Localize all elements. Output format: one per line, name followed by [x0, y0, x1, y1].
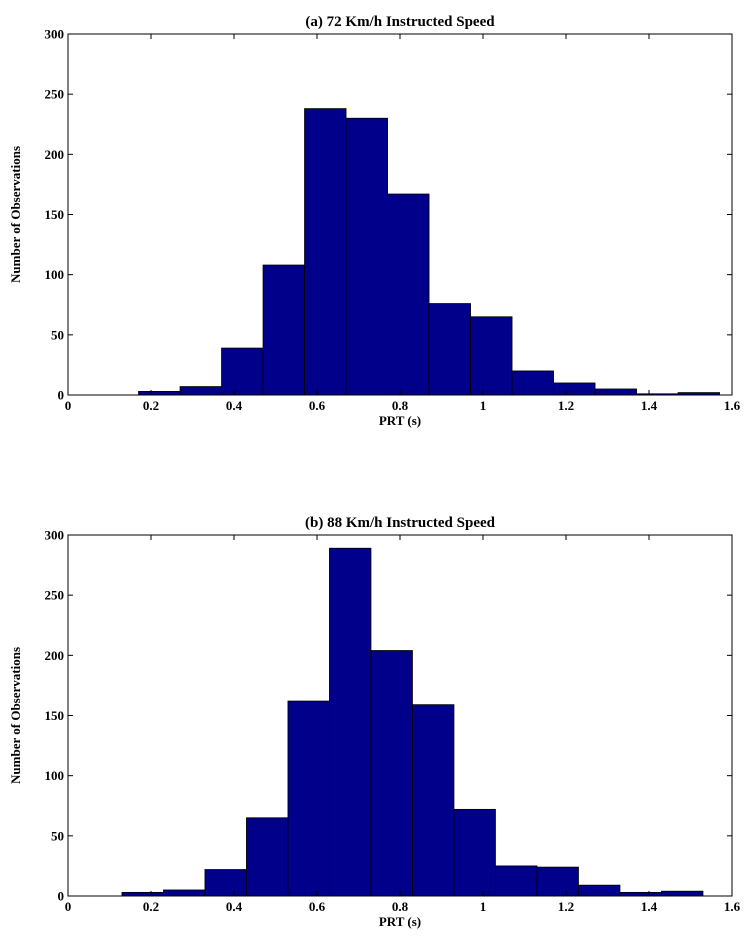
y-tick-label: 200 [45, 648, 65, 663]
histogram-bar [262, 264, 305, 396]
y-tick-label: 0 [58, 388, 65, 403]
histogram-bar [304, 108, 347, 396]
histogram-bar [387, 193, 430, 396]
x-tick-label: 0.8 [392, 899, 409, 914]
histogram-bar [661, 890, 704, 897]
x-tick-label: 1.6 [724, 398, 741, 413]
x-tick-label: 1 [480, 899, 487, 914]
x-tick-label: 1.4 [641, 398, 658, 413]
x-tick-label: 1.6 [724, 899, 741, 914]
x-tick-label: 0.6 [309, 899, 326, 914]
y-tick-label: 200 [45, 147, 65, 162]
y-tick-label: 50 [51, 828, 64, 843]
histogram-bar [138, 390, 181, 396]
chart-title: (a) 72 Km/h Instructed Speed [305, 14, 495, 30]
histogram-bar [370, 650, 413, 897]
x-tick-label: 1.2 [558, 398, 574, 413]
x-tick-label: 1 [480, 398, 487, 413]
x-tick-label: 0.4 [226, 899, 243, 914]
x-tick-label: 0 [65, 899, 72, 914]
chart-title: (b) 88 Km/h Instructed Speed [305, 515, 496, 531]
histogram-bar [495, 865, 538, 897]
histogram-bar [619, 891, 662, 897]
histogram-bar [345, 117, 388, 396]
histogram-bar [594, 388, 637, 396]
histogram-bar [246, 817, 289, 897]
x-tick-label: 1.2 [558, 899, 574, 914]
histogram-bar [329, 547, 372, 897]
y-tick-label: 100 [45, 768, 65, 783]
y-tick-label: 50 [51, 327, 64, 342]
x-axis-label: PRT (s) [379, 914, 421, 929]
y-tick-label: 300 [45, 528, 65, 543]
histogram-bar [511, 370, 554, 396]
x-tick-label: 1.4 [641, 899, 658, 914]
y-tick-label: 300 [45, 27, 65, 42]
y-tick-label: 150 [45, 207, 65, 222]
histogram-bar [287, 700, 330, 897]
y-axis-label: Number of Observations [8, 146, 23, 283]
histogram-bar [163, 889, 206, 897]
histogram-bar [121, 891, 164, 897]
y-tick-label: 0 [58, 889, 65, 904]
x-tick-label: 0.6 [309, 398, 326, 413]
histogram-bar [470, 316, 513, 396]
y-tick-label: 250 [45, 87, 65, 102]
x-axis-label: PRT (s) [379, 413, 421, 428]
y-tick-label: 250 [45, 588, 65, 603]
y-tick-label: 100 [45, 267, 65, 282]
histogram-bar [221, 347, 264, 396]
histogram-bar [412, 704, 455, 897]
histogram-panel-b: 0 0.2 0.4 0.6 0.8 1 1.2 1.4 1.6 0 50 100 150 200 250 30… [8, 515, 741, 929]
histogram-bar [453, 808, 496, 897]
histogram-bar [536, 866, 579, 897]
x-tick-label: 0.2 [143, 899, 159, 914]
x-tick-label: 0.4 [226, 398, 243, 413]
x-tick-label: 0.2 [143, 398, 159, 413]
histogram-bar [578, 884, 621, 897]
y-tick-label: 150 [45, 708, 65, 723]
histogram-bar [179, 386, 222, 396]
histogram-bar [428, 303, 471, 396]
histogram-bar [204, 869, 247, 897]
histogram-panel-a: 0 0.2 0.4 0.6 0.8 1 1.2 1.4 1.6 0 50 100 150 200 250 30… [8, 14, 741, 428]
x-tick-label: 0 [65, 398, 72, 413]
y-axis-label: Number of Observations [8, 647, 23, 784]
histogram-bar [553, 382, 596, 396]
x-tick-label: 0.8 [392, 398, 409, 413]
